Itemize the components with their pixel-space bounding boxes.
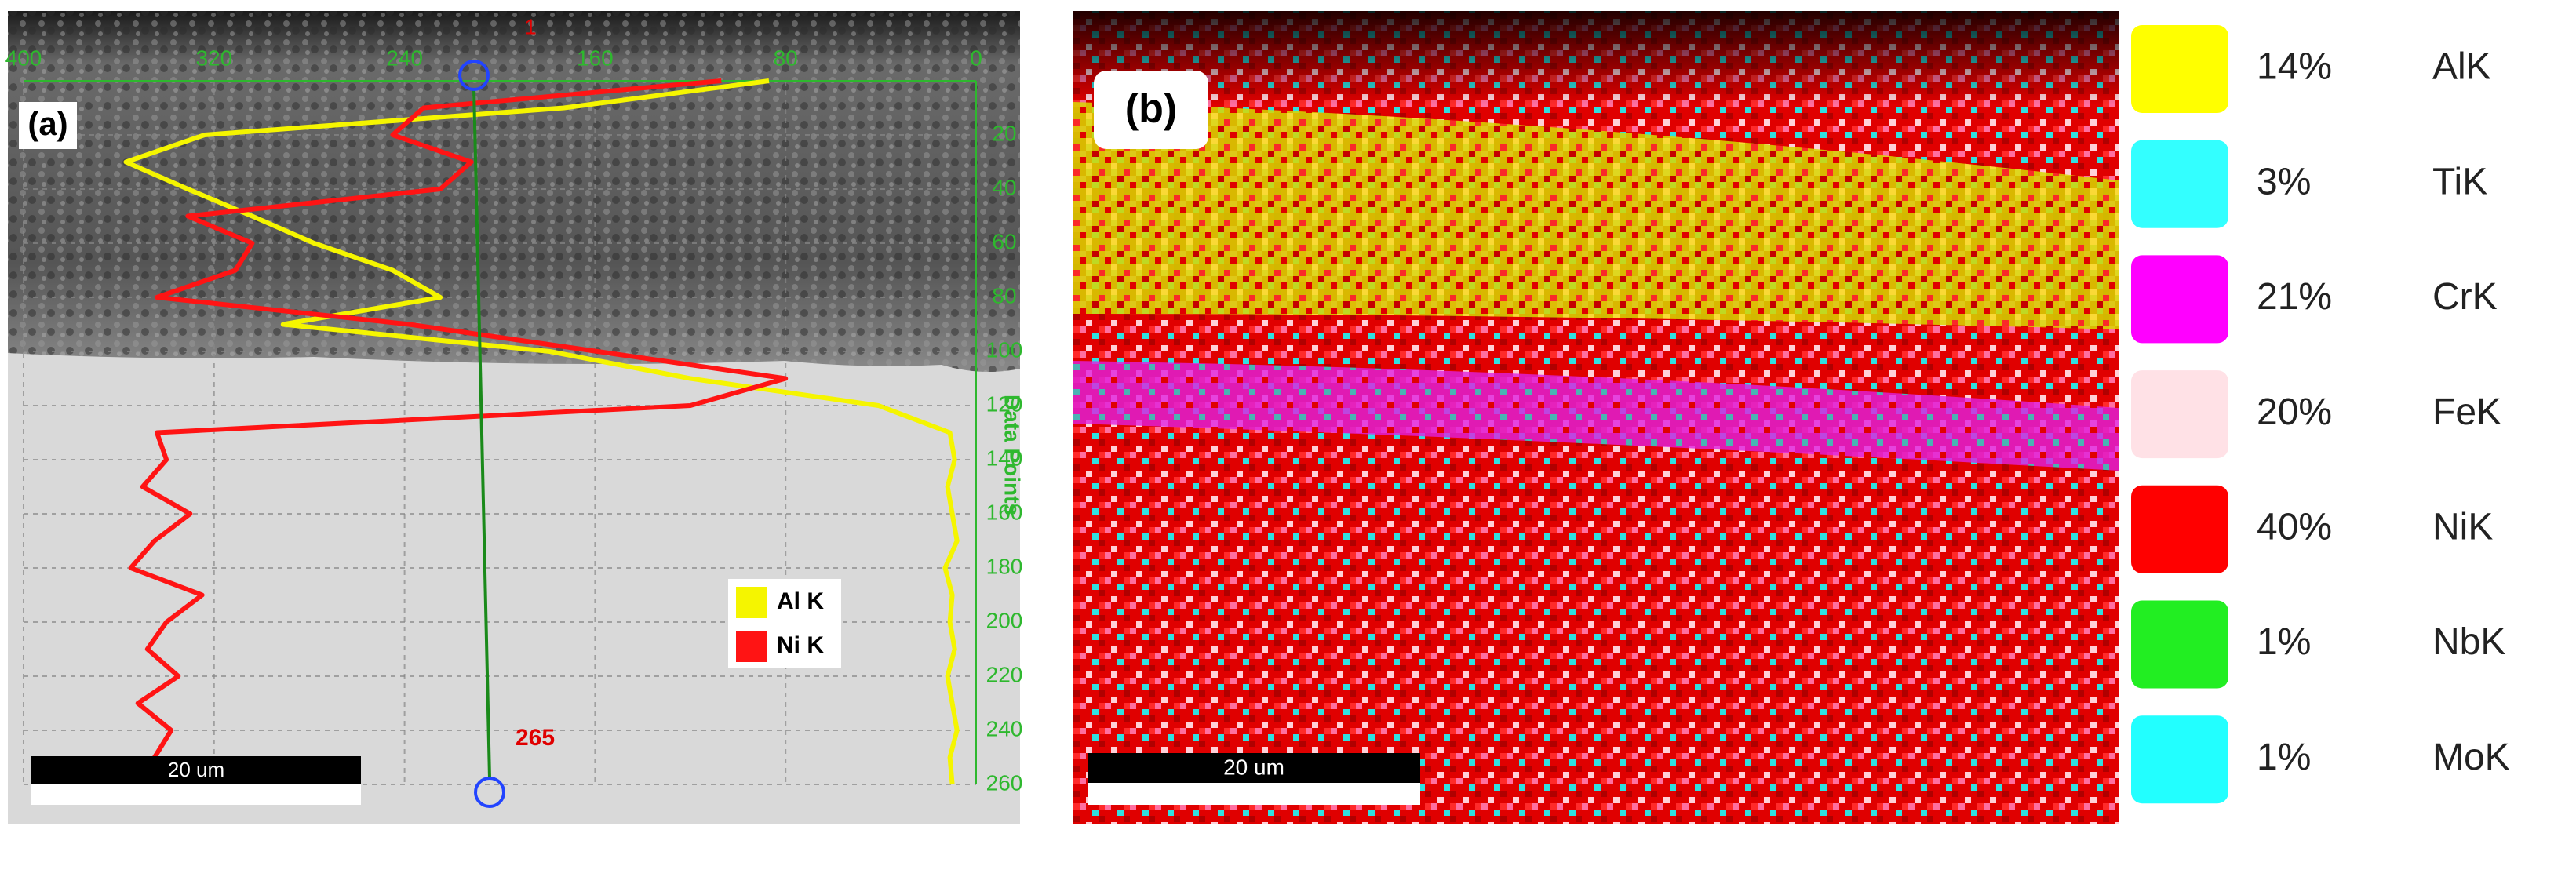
y-tick-label: 220 (986, 662, 1023, 686)
legend-percent: 20% (2257, 391, 2332, 433)
scan-start (458, 60, 490, 91)
x-tick-label: 320 (195, 45, 232, 70)
map-chromium-band (1073, 361, 2119, 471)
x-tick-label: 0 (970, 45, 982, 70)
legend-label: NbK (2432, 621, 2505, 663)
scale-bar-base (1088, 783, 1420, 805)
map-aluminium-band (1073, 102, 2119, 329)
legend-swatch (2131, 370, 2228, 459)
legend-swatch (2131, 715, 2228, 804)
y-tick-label: 200 (986, 608, 1023, 632)
legend-label: CrK (2432, 276, 2498, 318)
y-tick-label: 60 (992, 229, 1016, 253)
legend-swatch (2131, 485, 2228, 573)
scale-bar (31, 756, 361, 784)
legend-label: MoK (2432, 737, 2510, 778)
panel-label: (b) (1125, 86, 1177, 132)
scale-bar (1088, 753, 1420, 783)
y-tick-label: 260 (986, 770, 1023, 795)
panel-label-box (1094, 71, 1208, 149)
legend-label: TiK (2432, 161, 2487, 202)
legend-percent: 1% (2257, 737, 2311, 778)
legend-swatch (2131, 255, 2228, 344)
y-tick-label: 140 (986, 446, 1023, 470)
map-top-fade (1073, 11, 2119, 105)
legend-swatch (2131, 600, 2228, 689)
legend-swatch (2131, 25, 2228, 113)
legend-percent: 40% (2257, 506, 2332, 548)
x-tick-label: 240 (386, 45, 423, 70)
scale-bar-label: 20 um (168, 758, 224, 781)
legend-percent: 14% (2257, 46, 2332, 88)
x-tick-label: 400 (5, 45, 42, 70)
y-tick-label: 180 (986, 554, 1023, 578)
y-tick-label: 100 (986, 337, 1023, 362)
y-tick-label: 240 (986, 716, 1023, 741)
legend-swatch (2131, 140, 2228, 228)
legend-label: FeK (2432, 391, 2501, 433)
panel-label-box (19, 102, 77, 149)
scale-bar-base (31, 784, 361, 805)
axis-label: Data Points (1000, 395, 1025, 515)
y-tick-label: 40 (992, 175, 1016, 199)
line-series (128, 78, 789, 787)
x-tick-label: 160 (577, 45, 614, 70)
sem-texture (8, 11, 1020, 372)
legend-percent: 3% (2257, 161, 2311, 202)
legend-label: AlK (2432, 46, 2491, 88)
y-tick-label: 120 (986, 391, 1023, 416)
legend-percent: 1% (2257, 621, 2311, 663)
legend-label: Al K (777, 588, 824, 614)
scan-line (472, 89, 491, 779)
annotation: 265 (516, 725, 555, 751)
y-tick-label: 80 (992, 283, 1016, 308)
legend-swatch (736, 631, 767, 662)
legend-label: Ni K (777, 632, 824, 658)
panel-label: (a) (27, 105, 67, 142)
line-series (123, 78, 960, 785)
scan-end (474, 777, 505, 808)
legend-label: NiK (2432, 506, 2493, 548)
y-tick-label: 160 (986, 500, 1023, 524)
legend-percent: 21% (2257, 276, 2332, 318)
x-tick-label: 80 (774, 45, 798, 70)
y-tick-label: 20 (992, 121, 1016, 145)
legend-swatch (736, 587, 767, 618)
annotation: 1 (524, 14, 537, 38)
scale-bar-label: 20 um (1223, 755, 1284, 779)
